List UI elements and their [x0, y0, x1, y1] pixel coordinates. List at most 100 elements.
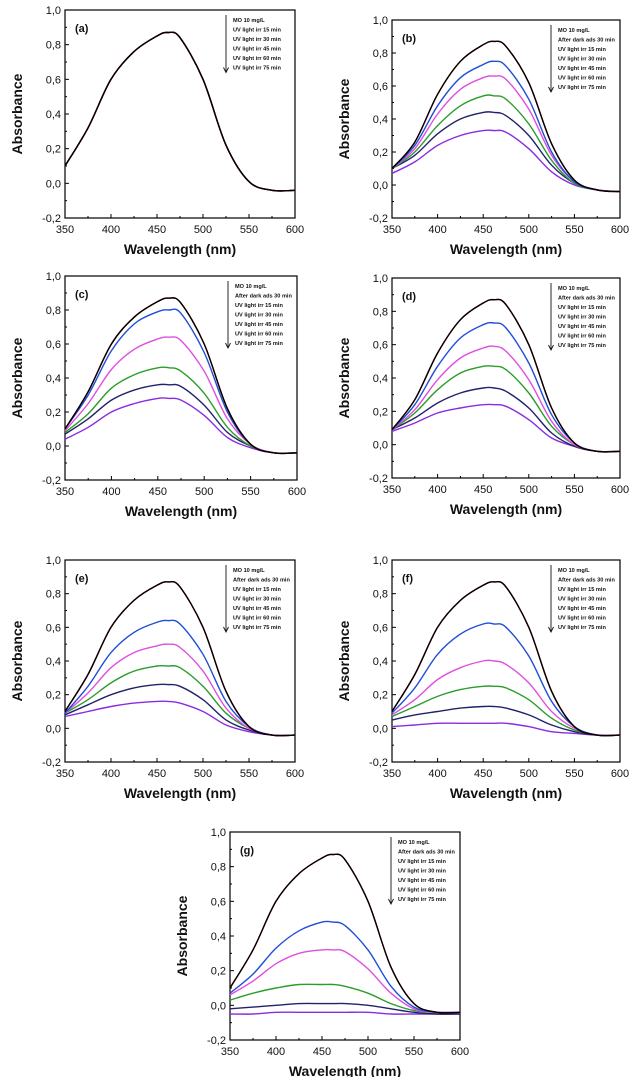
series-line — [391, 129, 621, 193]
x-tick-label: 350 — [56, 768, 74, 780]
legend-entry: MO 10 mg/L — [233, 568, 265, 574]
legend-box — [555, 564, 619, 635]
legend: MO 10 mg/L After dark ads 30 min UV light … — [225, 280, 296, 351]
chart-panel: 350 400 450 500 550 600 -0,2 0,0 0,2 0,4 0,6 0,8 1,0… — [336, 15, 629, 257]
legend-box — [555, 24, 619, 95]
series-line — [391, 94, 621, 193]
y-tick-label: 0,6 — [46, 74, 61, 86]
y-tick-label: 0,0 — [211, 1000, 226, 1012]
x-tick-label: 400 — [102, 224, 120, 236]
chart-panel: 350 400 450 500 550 600 -0,2 0,0 0,2 0,4 0,6 0,8 1,0… — [336, 273, 629, 517]
legend-entry: UV light irr 60 min — [235, 332, 283, 338]
legend-entry: MO 10 mg/L — [558, 286, 590, 292]
y-tick-label: 0,8 — [46, 40, 61, 52]
x-axis-label: Wavelength (nm) — [124, 785, 236, 801]
legend-box — [395, 836, 459, 907]
y-tick-label: 0,4 — [46, 109, 61, 121]
legend-entry: UV light irr 75 min — [233, 66, 281, 72]
legend: MO 10 mg/L After dark ads 30 min UV light … — [548, 24, 619, 95]
x-tick-label: 350 — [383, 484, 401, 496]
legend-box — [230, 564, 294, 635]
y-tick-label: 0,6 — [211, 896, 226, 908]
y-tick-label: 0,6 — [373, 622, 388, 634]
legend-entry: UV light irr 75 min — [233, 625, 281, 631]
y-tick-label: 1,0 — [46, 271, 61, 283]
legend-entry: UV light irr 15 min — [558, 305, 606, 311]
x-tick-label: 550 — [240, 224, 258, 236]
y-tick-label: 0,2 — [211, 966, 226, 978]
legend-entry: UV light irr 45 min — [558, 606, 606, 612]
y-tick-label: 0,8 — [211, 862, 226, 874]
legend-entry: UV light irr 75 min — [558, 625, 606, 631]
x-tick-label: 350 — [383, 224, 401, 236]
series-line — [229, 1011, 461, 1015]
x-tick-label: 450 — [148, 224, 166, 236]
x-tick-label: 400 — [102, 768, 120, 780]
y-tick-label: 0,8 — [46, 589, 61, 601]
x-tick-label: 500 — [520, 768, 538, 780]
series-line — [391, 386, 621, 453]
legend-entry: UV light irr 60 min — [558, 334, 606, 340]
y-axis-label: Absorbance — [336, 337, 352, 418]
x-tick-label: 350 — [56, 224, 74, 236]
legend-entry: UV light irr 30 min — [558, 315, 606, 321]
y-tick-label: 0,0 — [373, 440, 388, 452]
y-tick-label: -0,2 — [42, 213, 61, 225]
y-tick-label: -0,2 — [42, 475, 61, 487]
legend-entry: UV light irr 15 min — [233, 587, 281, 593]
y-tick-label: 0,0 — [373, 723, 388, 735]
series-line — [391, 40, 621, 193]
series-line — [229, 1002, 461, 1015]
series-line — [391, 111, 621, 193]
y-tick-label: 0,0 — [46, 178, 61, 190]
legend-entry: UV light irr 75 min — [398, 897, 446, 903]
legend-entry: UV light irr 30 min — [233, 37, 281, 43]
y-axis-label: Absorbance — [9, 337, 25, 418]
x-tick-label: 350 — [221, 1046, 239, 1058]
y-tick-label: 1,0 — [46, 555, 61, 567]
x-tick-label: 450 — [474, 768, 492, 780]
x-axis-label: Wavelength (nm) — [450, 241, 562, 257]
legend-entry: MO 10 mg/L — [235, 284, 267, 290]
legend-arrow-head — [548, 626, 554, 634]
series-line — [64, 397, 298, 454]
legend-entry: UV light irr 30 min — [398, 869, 446, 875]
x-tick-label: 600 — [611, 484, 629, 496]
legend-arrow-head — [388, 898, 394, 906]
panel-label: (d) — [402, 291, 416, 303]
legend-entry: UV light irr 60 min — [233, 56, 281, 62]
legend-entry: UV light irr 60 min — [398, 888, 446, 894]
y-tick-label: 0,8 — [373, 48, 388, 60]
legend: MO 10 mg/L After dark ads 30 min UV light … — [223, 564, 294, 635]
y-tick-label: 0,0 — [373, 180, 388, 192]
x-tick-label: 400 — [428, 768, 446, 780]
legend-arrow-head — [225, 342, 231, 350]
legend-entry: UV light irr 60 min — [558, 616, 606, 622]
y-axis-label: Absorbance — [336, 78, 352, 159]
y-tick-label: 1,0 — [373, 555, 388, 567]
legend-entry: UV light irr 15 min — [558, 47, 606, 53]
x-tick-label: 550 — [565, 224, 583, 236]
series-line — [391, 722, 621, 736]
panel-label: (a) — [75, 23, 89, 35]
legend-entry: UV light irr 75 min — [558, 343, 606, 349]
panel-label: (g) — [240, 845, 254, 857]
y-tick-label: -0,2 — [207, 1035, 226, 1047]
legend-box — [555, 282, 619, 353]
y-tick-label: -0,2 — [42, 757, 61, 769]
x-tick-label: 350 — [383, 768, 401, 780]
series-line — [64, 700, 296, 737]
series-line — [391, 345, 621, 453]
panel-label: (c) — [75, 289, 89, 301]
legend-entry: UV light irr 45 min — [558, 66, 606, 72]
y-tick-label: 0,4 — [373, 656, 388, 668]
legend-arrow-head — [223, 626, 229, 634]
x-tick-label: 450 — [149, 486, 167, 498]
series-line — [64, 31, 296, 192]
legend-box — [230, 14, 294, 75]
y-tick-label: 0,2 — [373, 147, 388, 159]
y-tick-label: 0,2 — [373, 690, 388, 702]
legend-entry: After dark ads 30 min — [558, 578, 615, 584]
series-line — [229, 983, 461, 1014]
legend-entry: After dark ads 30 min — [558, 296, 615, 302]
